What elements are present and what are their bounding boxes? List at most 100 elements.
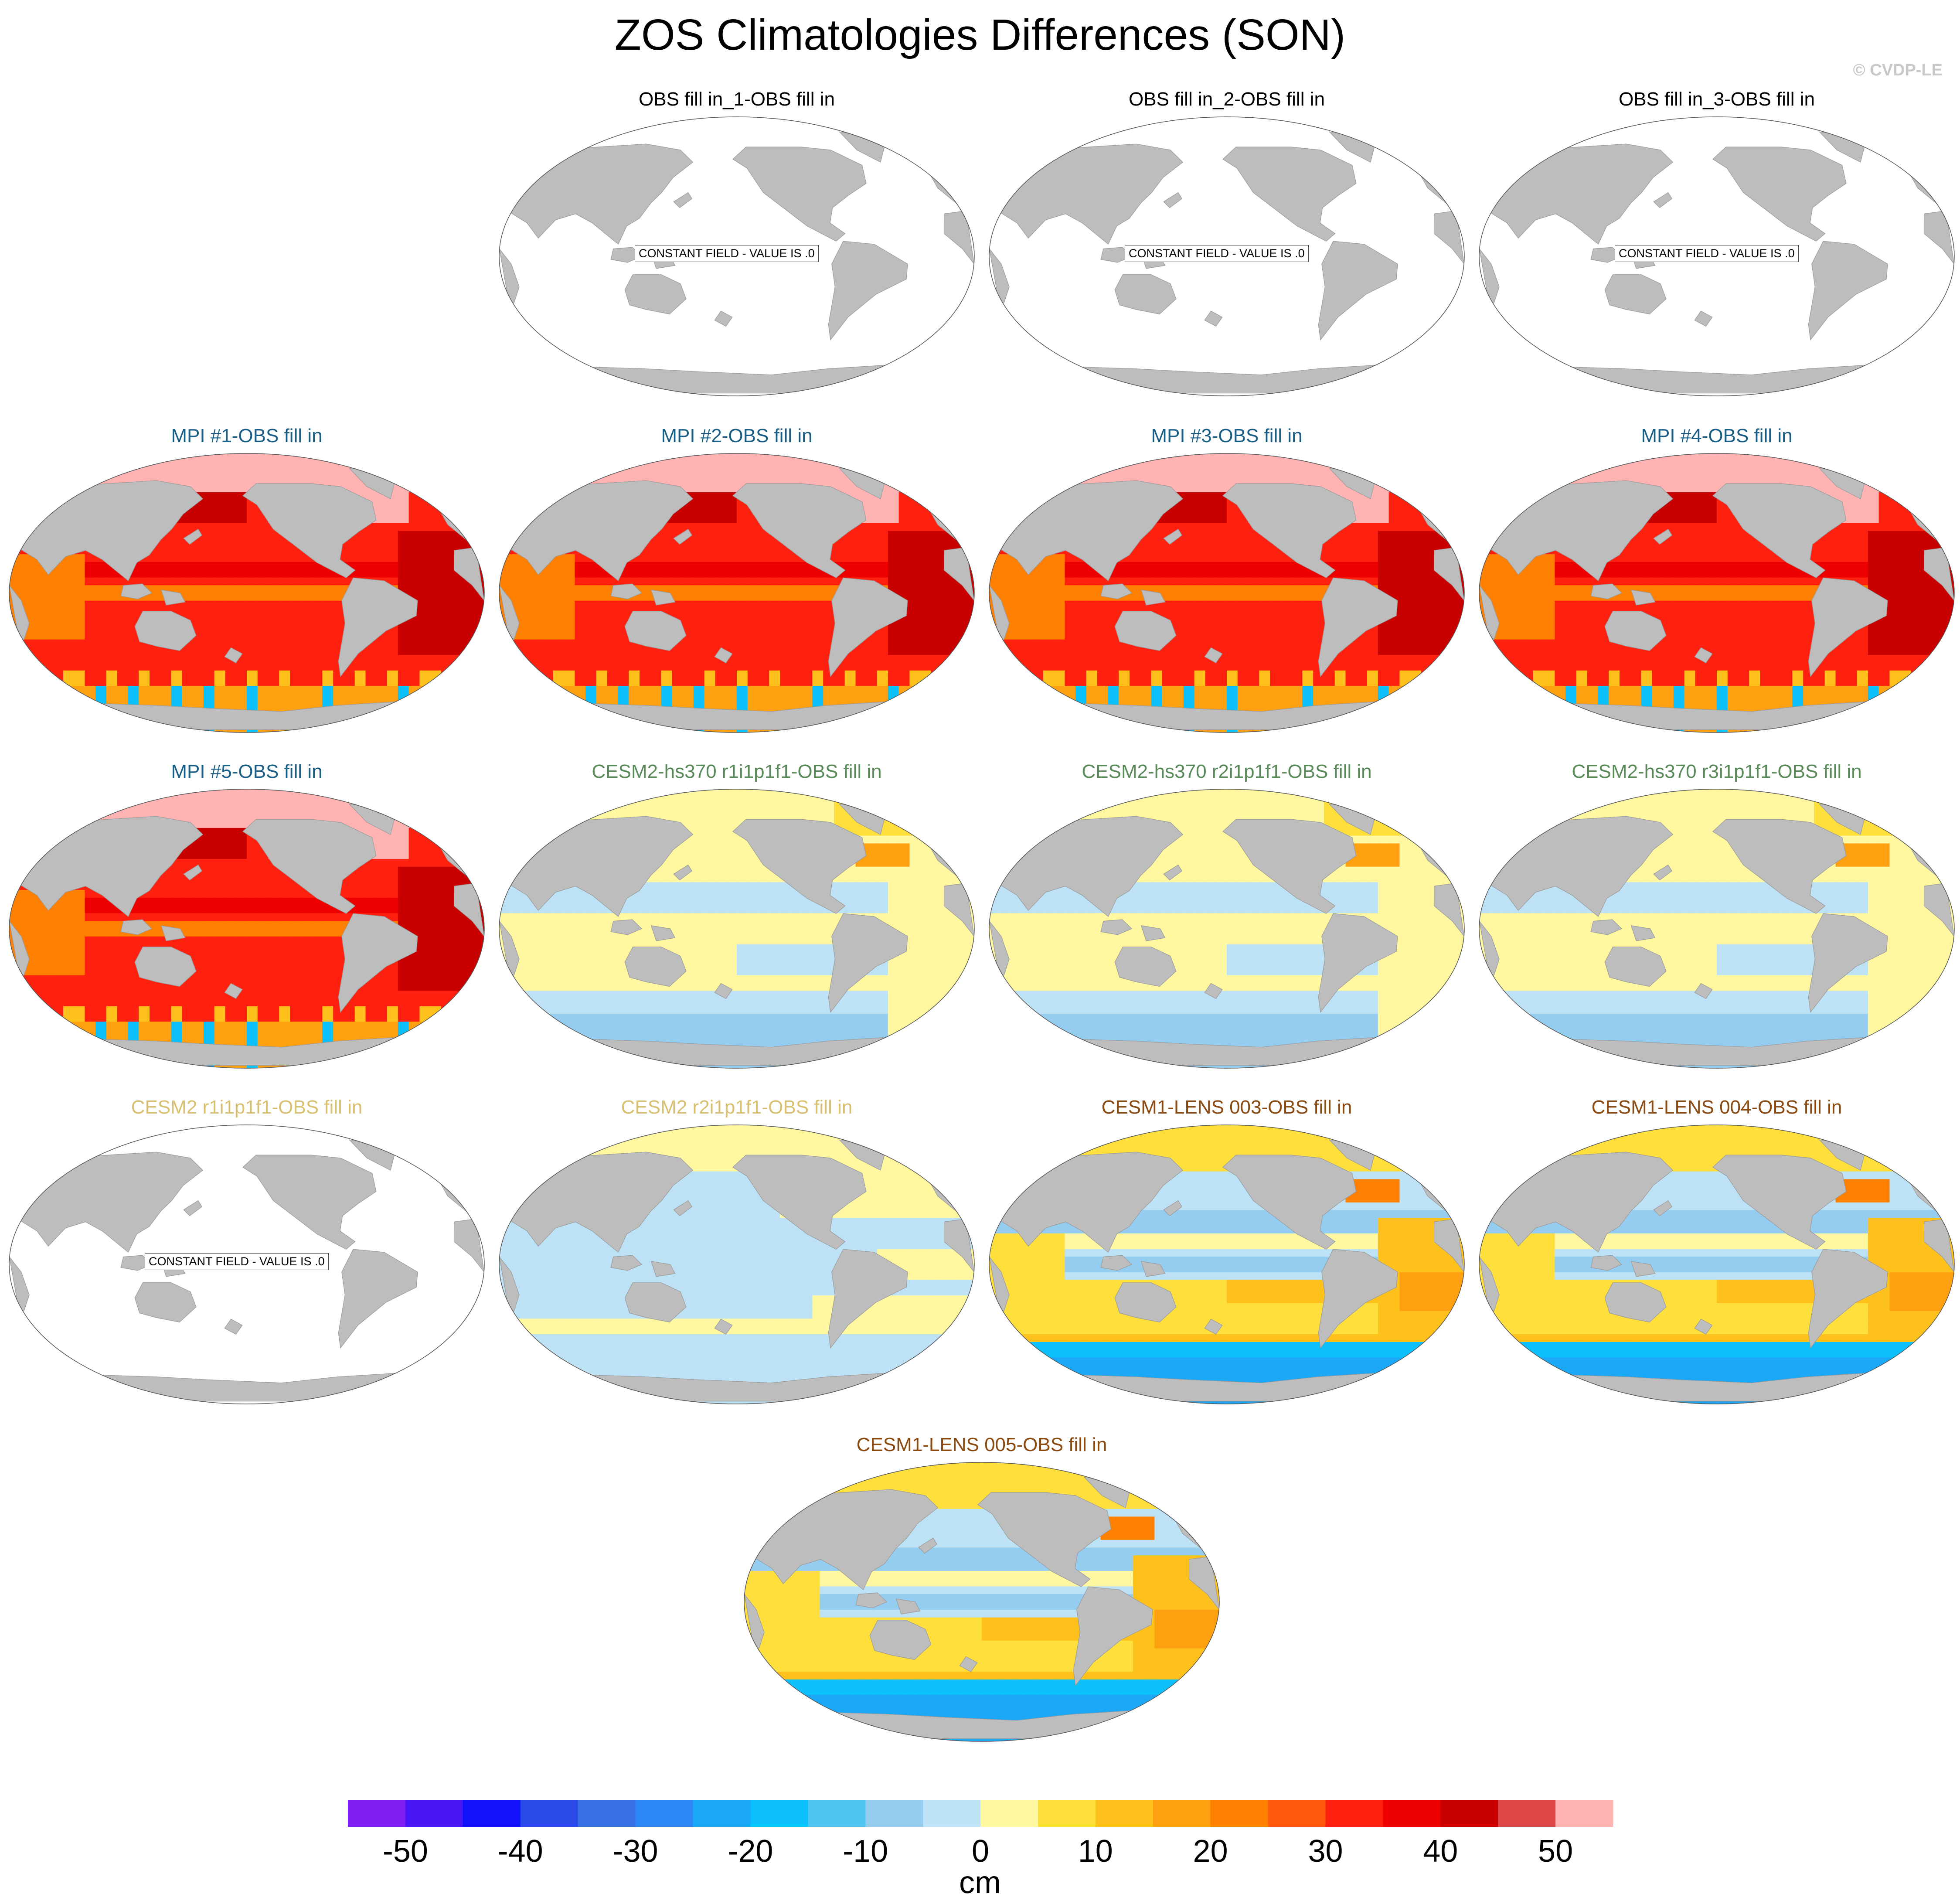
field-cell (1291, 670, 1303, 679)
field-cell (1270, 647, 1281, 656)
field-cell (441, 663, 453, 671)
field-cell (1043, 631, 1055, 640)
field-cell (747, 453, 759, 462)
field-cell (931, 453, 943, 462)
field-cell (942, 624, 953, 632)
field-cell (1000, 515, 1011, 524)
field-cell (419, 577, 431, 586)
field-cell (866, 554, 878, 562)
field-cell (1432, 477, 1443, 485)
field-cell (1054, 709, 1065, 718)
field-cell (1443, 686, 1454, 695)
field-cell (1248, 453, 1260, 462)
field-cell (726, 500, 737, 508)
field-cell (247, 453, 258, 462)
field-cell (650, 725, 662, 732)
field-cell (1248, 569, 1260, 578)
field-cell (398, 523, 409, 531)
field-cell (1248, 655, 1260, 663)
field-cell (290, 624, 301, 632)
field-cell (1399, 647, 1411, 656)
field-cell (376, 694, 388, 702)
field-cell (693, 585, 705, 593)
field-cell (834, 453, 845, 462)
field-cell (1270, 593, 1281, 601)
field-cell (408, 562, 420, 570)
field-cell (747, 461, 759, 470)
field-cell (452, 538, 463, 547)
field-cell (531, 585, 543, 593)
field-cell (942, 484, 953, 493)
field-cell (1345, 670, 1357, 679)
field-cell (419, 631, 431, 640)
field-cell (942, 593, 953, 601)
field-cell (726, 631, 737, 640)
field-cell (214, 484, 226, 493)
field-cell (1248, 678, 1260, 687)
field-cell (419, 655, 431, 663)
field-cell (1216, 531, 1227, 539)
field-cell (769, 562, 781, 570)
field-cell (553, 453, 565, 462)
field-cell (203, 593, 215, 601)
field-cell (693, 631, 705, 640)
field-cell (1388, 453, 1400, 462)
field-cell (1173, 569, 1184, 578)
field-cell (1453, 546, 1464, 555)
field-cell (1248, 554, 1260, 562)
field-cell (1280, 600, 1292, 609)
field-cell (542, 678, 554, 687)
field-cell (31, 678, 42, 687)
field-cell (877, 569, 888, 578)
field-cell (1367, 562, 1378, 570)
field-cell (877, 453, 888, 462)
field-cell (1259, 655, 1271, 663)
field-cell (1086, 663, 1098, 671)
field-cell (499, 577, 510, 586)
field-cell (290, 585, 301, 593)
field-cell (452, 647, 463, 656)
field-cell (1609, 469, 1620, 477)
field-cell (1345, 461, 1357, 470)
field-cell (203, 670, 215, 679)
field-cell (322, 585, 334, 593)
field-cell (257, 694, 269, 702)
field-cell (1183, 608, 1195, 617)
field-cell (758, 477, 770, 485)
field-cell (672, 670, 684, 679)
field-cell (463, 585, 474, 593)
field-cell (596, 577, 608, 586)
field-cell (463, 461, 474, 470)
field-cell (909, 670, 921, 679)
field-cell (564, 725, 575, 732)
field-cell (888, 647, 899, 656)
field-cell (473, 631, 484, 640)
field-cell (225, 469, 237, 477)
field-cell (989, 639, 1000, 648)
field-cell (1237, 461, 1249, 470)
field-cell (1922, 469, 1933, 477)
field-cell (801, 655, 813, 663)
field-cell (473, 500, 484, 508)
field-cell (553, 709, 565, 718)
field-cell (931, 500, 943, 508)
field-cell (575, 631, 586, 640)
field-cell (63, 670, 75, 679)
field-cell (931, 639, 943, 648)
field-cell (1388, 554, 1400, 562)
field-cell (1399, 477, 1411, 485)
field-cell (1248, 686, 1260, 695)
field-cell (52, 608, 64, 617)
field-cell (510, 492, 521, 501)
field-cell (704, 492, 716, 501)
field-cell (715, 461, 727, 470)
field-cell (95, 686, 107, 695)
field-cell (963, 686, 974, 695)
field-cell (898, 717, 910, 726)
field-cell (117, 624, 129, 632)
field-cell (585, 631, 597, 640)
field-cell (1835, 461, 1847, 470)
field-cell (268, 593, 280, 601)
field-cell (1237, 655, 1249, 663)
field-cell (452, 484, 463, 493)
